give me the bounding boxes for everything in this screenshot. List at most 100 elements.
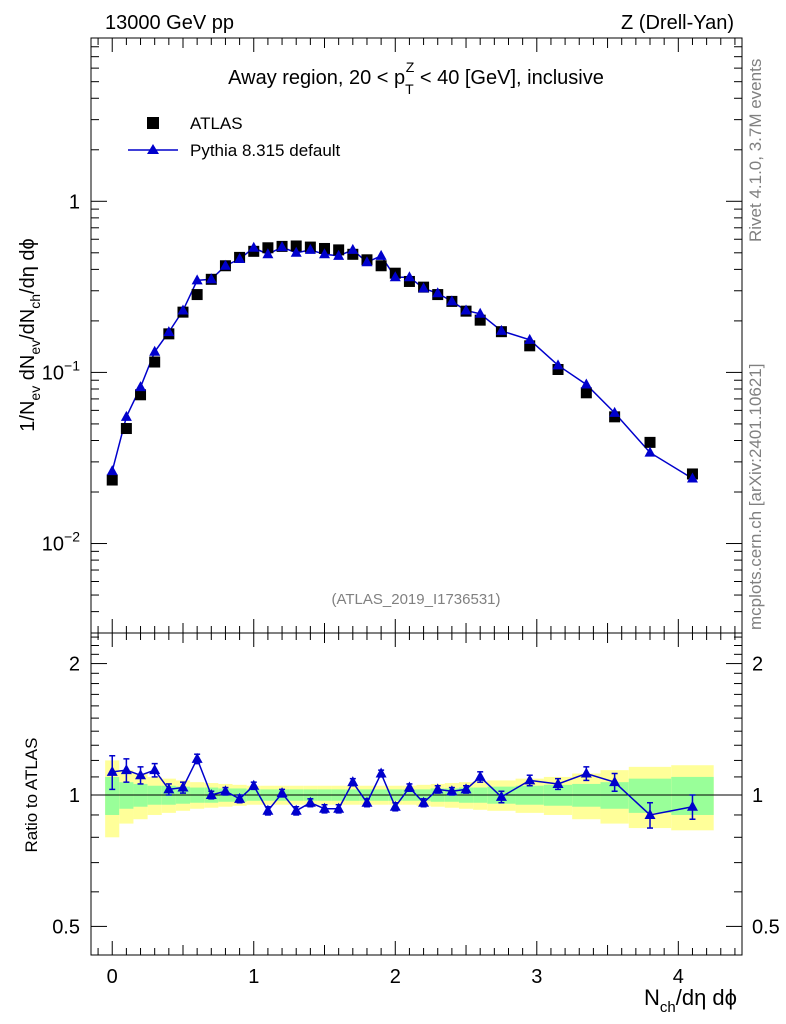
ratio-data-point [163,783,175,794]
ratio-series-line [112,756,693,816]
pythia-data-point [163,326,175,337]
ratio-data-point [644,808,656,819]
ratio-uncertainty-bands [105,760,714,838]
plot-title: Away region, 20 < pTZ < 40 [GeV], inclus… [228,59,604,97]
pythia-data-point [262,248,274,259]
ratio-data-point [319,802,331,813]
rivet-label: Rivet 4.1.0, 3.7M events [746,59,765,242]
pythia-data-point [276,241,288,252]
ratio-data-point [149,764,161,775]
pythia-data-point [389,271,401,282]
pythia-series-line [111,246,693,480]
y-tick-exponent: −2 [64,529,80,545]
ratio-panel-ticks: 0 1 2 3 4 0.5 0.5 1 1 2 2 [52,633,780,988]
x-tick-label: 2 [390,966,401,988]
pythia-data-point [361,256,373,267]
atlas-data-point [403,275,415,287]
x-tick-label: 0 [107,966,118,988]
pythia-data-point [205,273,217,284]
atlas-data-point [580,387,592,399]
atlas-data-point [290,240,302,252]
plot-title-subscript: T [405,81,414,97]
pythia-data-point [524,333,536,344]
atlas-data-point [347,248,359,260]
x-axis-title: Nch/dη dϕ [644,985,737,1016]
pythia-data-point [248,241,260,252]
ratio-y-tick-label: 0.5 [52,916,80,938]
pythia-data-point [375,249,387,260]
ratio-data-point [474,770,486,781]
atlas-data-point [149,356,161,368]
y-tick-exponent: −1 [64,357,80,373]
pythia-data-point [495,324,507,335]
legend-atlas-label: ATLAS [190,114,243,133]
ratio-y-tick-label-right: 2 [752,654,763,676]
pythia-data-point [177,304,189,315]
main-y-axis-title: 1/Nev dNev/dNch/dη dϕ [17,238,43,431]
atlas-data-point [135,389,147,401]
ratio-band-inner [105,776,120,815]
ratio-data-point [248,779,260,790]
x-tick-label: 1 [248,966,259,988]
ratio-data-point [361,796,373,807]
atlas-data-point [552,363,564,375]
ratio-data-point [446,785,458,796]
ratio-y-tick-label-right: 0.5 [752,916,780,938]
ratio-data-point [304,796,316,807]
atlas-data-point [474,314,486,326]
pythia-data-point [403,271,415,282]
main-panel-frame [90,37,743,634]
pythia-data-point [347,243,359,254]
pythia-data-point [191,274,203,285]
ratio-data-point [460,783,472,794]
ratio-data-point [403,781,415,792]
ratio-data-point [609,776,621,787]
plot-title-superscript: Z [406,59,415,75]
atlas-data-point [524,340,536,352]
pythia-data-point [474,307,486,318]
plot-title-prefix: Away region, 20 < p [228,67,405,89]
y-tick-label: 1 [69,191,80,213]
ratio-data-point [177,781,189,792]
y-tick-label: 10−1 [42,357,80,384]
pythia-data-point [432,287,444,298]
pythia-data-point [418,282,430,293]
ratio-data-point [333,802,345,813]
pythia-data-point [319,248,331,259]
ratio-data-point [418,796,430,807]
x-tick-label: 3 [531,966,542,988]
ratio-data-point [120,764,132,775]
pythia-data-point [120,410,132,421]
ratio-panel-frame [90,632,743,956]
analysis-id: (ATLAS_2019_I1736531) [331,591,500,608]
mcplots-label: mcplots.cern.ch [arXiv:2401.10621] [746,364,765,630]
ratio-y-tick-label: 1 [69,785,80,807]
atlas-data-point [644,436,656,448]
ratio-data-point [234,792,246,803]
ratio-data-point [432,783,444,794]
pythia-data-point [219,259,231,270]
main-panel-marks [106,240,698,486]
pythia-data-point [333,249,345,260]
ratio-data-point [135,769,147,780]
ratio-data-point [276,787,288,798]
ratio-panel: 0 1 2 3 4 0.5 0.5 1 1 2 2 Ratio to ATLAS Nch/dη dϕ [22,632,780,1016]
plot-title-suffix: < 40 [GeV], inclusive [414,67,604,89]
ratio-data-point [106,765,118,776]
y-tick-label: 10−2 [42,529,80,556]
pythia-data-point [304,243,316,254]
ratio-data-point [389,800,401,811]
pythia-data-point [234,252,246,263]
x-tick-label: 4 [673,966,684,988]
ratio-data-point [686,800,698,811]
pythia-data-point [609,406,621,417]
atlas-data-point [191,289,203,301]
ratio-y-tick-label: 2 [69,654,80,676]
ratio-panel-marks [106,752,698,829]
legend: ATLAS Pythia 8.315 default [128,114,341,160]
ratio-data-point [524,774,536,785]
ratio-data-point [375,767,387,778]
pythia-data-point [106,465,118,476]
ratio-data-point [191,752,203,763]
